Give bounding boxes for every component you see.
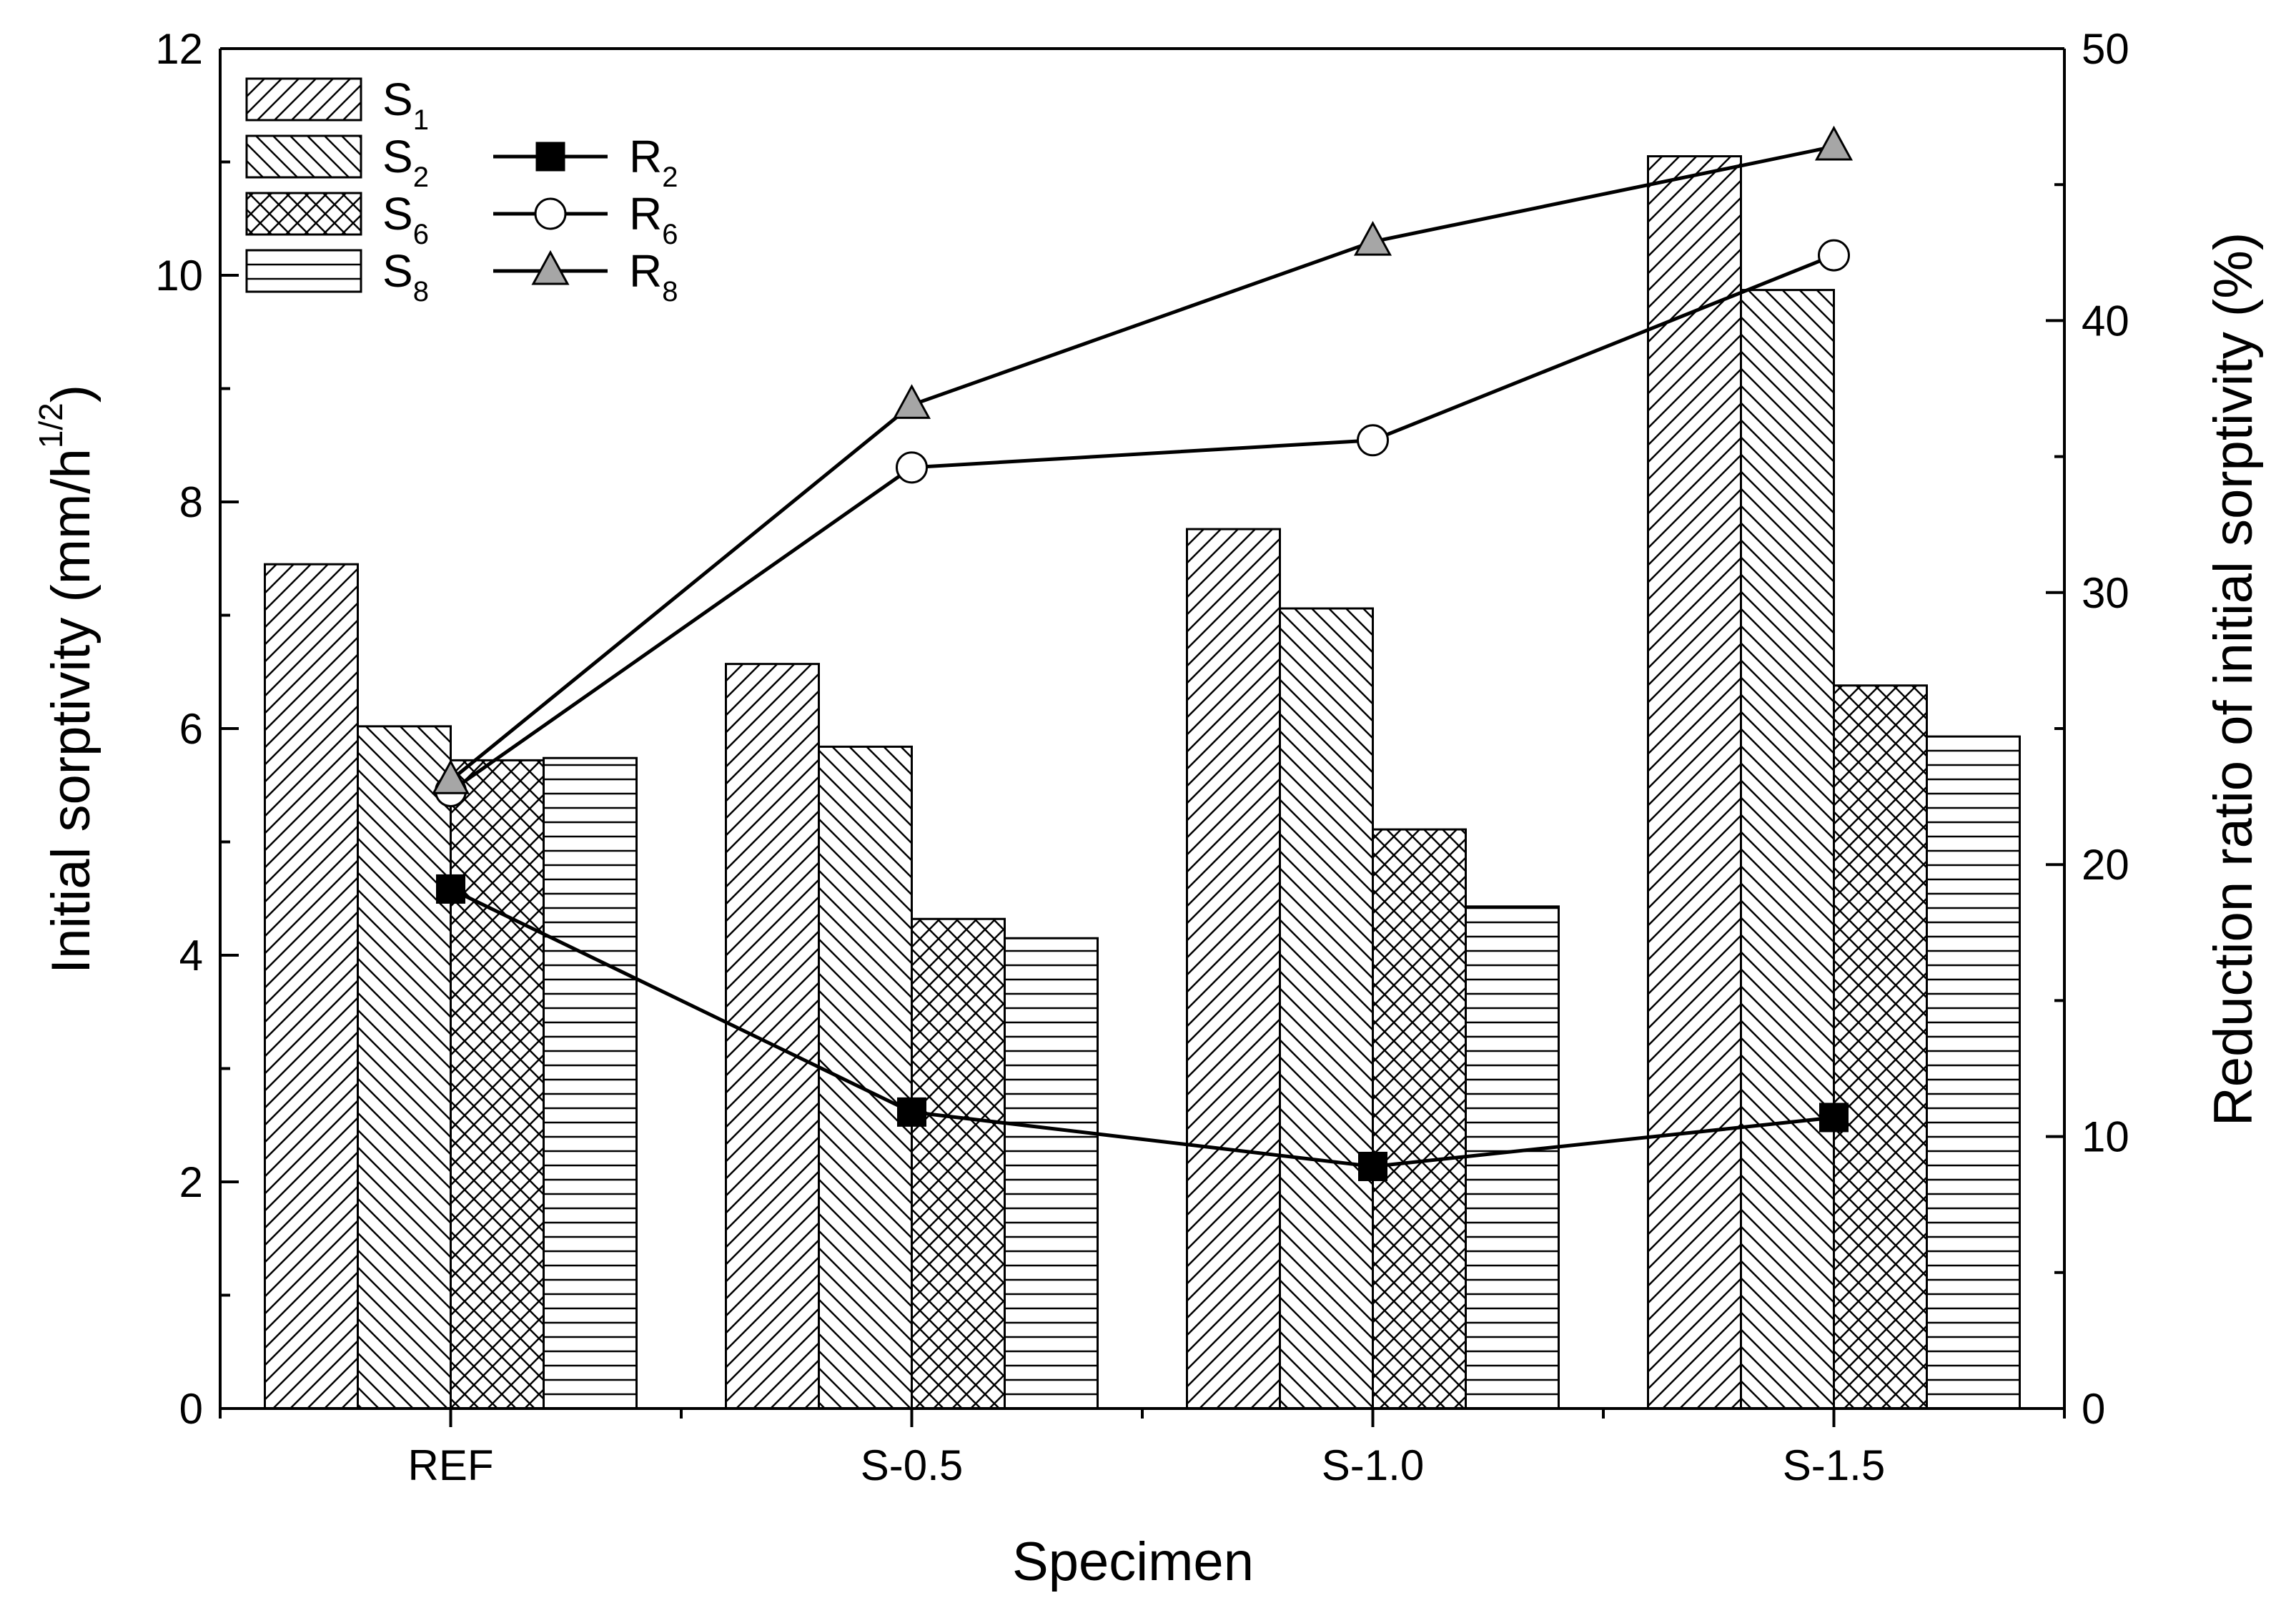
y-axis-title: Initial sorptivity (mm/h1/2): [32, 385, 102, 974]
point-r8-s-1.0: [1353, 220, 1392, 256]
y-tick-label: 2: [179, 1158, 203, 1206]
y-tick-label: 12: [155, 25, 203, 73]
legend-label-r8: R8: [629, 245, 678, 307]
line-r8: [449, 144, 1835, 782]
legend-label-s2: S2: [382, 131, 429, 193]
bar-s8-ref: [543, 756, 638, 1410]
y-tick-label: 0: [179, 1385, 203, 1433]
y-tick-label: 6: [179, 705, 203, 753]
point-r2-s-1.0: [1358, 1151, 1387, 1181]
bar-s2-s-0.5: [818, 745, 913, 1410]
y-tick-label: 8: [179, 478, 203, 526]
bar-s1-s-0.5: [725, 663, 820, 1410]
x-tick-label: S-1.5: [1783, 1441, 1885, 1489]
bar-s1-ref: [264, 563, 359, 1410]
bar-s2-ref: [357, 725, 452, 1410]
line-series: [431, 125, 1854, 1181]
point-r8-s-0.5: [892, 384, 931, 419]
y-tick-label: 10: [155, 252, 203, 300]
legend-swatch-s8: [245, 249, 362, 293]
legend-swatch-s2: [245, 134, 362, 179]
y-axis-title-end: ): [41, 385, 102, 403]
y2-tick-label: 40: [2082, 297, 2129, 345]
legend-label-r2: R2: [629, 131, 678, 193]
bar-s6-ref: [450, 759, 545, 1410]
legend-label-s8: S8: [382, 245, 429, 307]
y2-tick-label: 30: [2082, 569, 2129, 617]
y-tick-label: 4: [179, 932, 203, 980]
point-r8-ref: [431, 759, 470, 794]
y-axis-title-sup: 1/2: [32, 403, 69, 448]
point-r6-s-0.5: [896, 451, 928, 484]
y2-tick-label: 0: [2082, 1385, 2105, 1433]
legend-marker-r8: [531, 250, 570, 285]
x-tick-label: S-1.0: [1322, 1441, 1424, 1489]
bar-s1-s-1.0: [1186, 528, 1281, 1410]
legend-swatch-s1: [245, 77, 362, 122]
point-r2-s-1.5: [1819, 1103, 1849, 1133]
y2-axis-title: Reduction ratio of initial sorptivity (%…: [2203, 232, 2264, 1126]
x-tick-label: S-0.5: [861, 1441, 963, 1489]
legend-label-s6: S6: [382, 188, 429, 250]
bar-s6-s-1.5: [1833, 684, 1928, 1410]
point-r6-s-1.5: [1818, 239, 1850, 272]
legend-label-r6: R6: [629, 188, 678, 250]
bar-s8-s-1.0: [1465, 905, 1560, 1410]
bar-s6-s-0.5: [911, 917, 1006, 1410]
bars: [264, 155, 2021, 1410]
legend-swatch-s6: [245, 192, 362, 236]
bar-s6-s-1.0: [1372, 828, 1467, 1410]
y2-tick-label: 10: [2082, 1113, 2129, 1161]
point-r8-s-1.5: [1814, 125, 1854, 161]
legend-label-s1: S1: [382, 74, 429, 136]
line-r2: [450, 887, 1834, 1168]
point-r2-s-0.5: [897, 1097, 926, 1127]
y2-tick-label: 50: [2082, 25, 2129, 73]
bar-s2-s-1.0: [1279, 607, 1374, 1410]
y-axis-title-main: Initial sorptivity (mm/h: [41, 448, 102, 974]
bar-s2-s-1.5: [1740, 289, 1835, 1410]
point-r6-s-1.0: [1357, 424, 1389, 457]
bar-s8-s-1.5: [1926, 735, 2021, 1410]
line-r6: [450, 253, 1835, 793]
y2-tick-label: 20: [2082, 841, 2129, 889]
bar-s8-s-0.5: [1004, 937, 1099, 1410]
legend-marker-r2: [535, 142, 565, 172]
bar-s1-s-1.5: [1647, 155, 1742, 1410]
point-r2-ref: [436, 874, 465, 904]
legend-marker-r6: [534, 197, 567, 230]
x-tick-label: REF: [408, 1441, 494, 1489]
x-axis-title: Specimen: [1012, 1531, 1254, 1592]
axes: 0 2 4 6 8 10 12 0 10 20 30 40 50 REF S-0.5 S-1.0 S-1.5: [155, 25, 2129, 1489]
